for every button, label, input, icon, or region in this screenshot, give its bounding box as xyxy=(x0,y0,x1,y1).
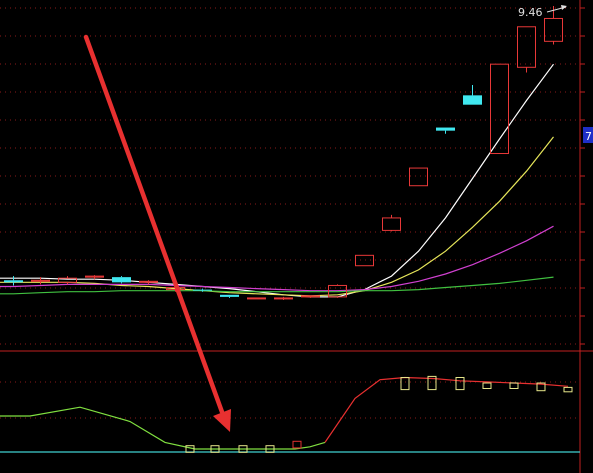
indicator-box xyxy=(400,377,410,391)
candle xyxy=(301,295,320,298)
candle-body xyxy=(382,217,401,231)
candle xyxy=(247,297,266,300)
candle xyxy=(193,288,212,292)
candle-body xyxy=(409,167,428,187)
candle-body xyxy=(139,280,158,283)
candle-body xyxy=(274,297,293,300)
candle xyxy=(409,167,428,187)
candle xyxy=(220,294,239,298)
indicator-box xyxy=(292,440,302,449)
candle-body xyxy=(517,26,536,68)
candle xyxy=(355,254,374,267)
moving-average-line-4 xyxy=(0,276,554,295)
peak-price-label: 9.46 xyxy=(518,6,543,19)
candle xyxy=(139,280,158,285)
axis-tag-box xyxy=(583,127,593,143)
candle xyxy=(544,6,563,45)
indicator-box xyxy=(536,382,546,392)
indicator-box xyxy=(185,445,195,453)
moving-average-line-1 xyxy=(0,63,554,298)
candle xyxy=(382,214,401,232)
candle-body xyxy=(31,279,50,282)
indicator-box xyxy=(238,445,248,453)
candle-body xyxy=(85,275,104,278)
indicator-box xyxy=(509,382,519,389)
candle-body xyxy=(355,254,374,267)
candle xyxy=(328,284,347,298)
candle xyxy=(85,275,104,280)
indicator-line-green xyxy=(0,406,326,450)
price-grid xyxy=(0,7,585,419)
annotations: 9.46 7 xyxy=(83,5,593,432)
candle-body xyxy=(490,63,509,155)
red-arrow-head xyxy=(213,409,231,432)
candle-body xyxy=(328,284,347,298)
candle xyxy=(31,277,50,285)
candle xyxy=(436,127,455,134)
candle-body xyxy=(301,295,320,298)
axis-tag: 7 xyxy=(585,130,592,143)
indicator-box xyxy=(265,445,275,453)
candle xyxy=(4,276,23,286)
candle-body xyxy=(463,95,482,105)
indicator-box xyxy=(427,375,437,391)
candle-body xyxy=(58,277,77,283)
moving-average-line-3 xyxy=(0,225,554,292)
moving-average-line-2 xyxy=(0,136,554,297)
candle xyxy=(463,84,482,105)
candle-body xyxy=(112,277,131,283)
candle-body xyxy=(247,297,266,300)
candle xyxy=(490,63,509,155)
candle-body xyxy=(4,280,23,283)
indicator-box xyxy=(455,377,465,391)
indicator-line-red xyxy=(324,376,569,443)
candle xyxy=(112,276,131,284)
indicator-box xyxy=(482,382,492,389)
indicator-box xyxy=(210,445,220,453)
candle xyxy=(58,276,77,285)
candle xyxy=(274,296,293,300)
candle-body xyxy=(436,127,455,131)
red-arrow-shaft xyxy=(83,34,225,415)
candle-body xyxy=(544,17,563,42)
candle xyxy=(517,26,536,73)
indicator-panel xyxy=(0,375,580,453)
candle-body xyxy=(220,294,239,297)
candlesticks xyxy=(4,6,563,300)
indicator-box xyxy=(563,386,573,393)
peak-pointer-head xyxy=(561,5,567,10)
candle-body xyxy=(193,289,212,291)
moving-averages xyxy=(0,63,554,298)
